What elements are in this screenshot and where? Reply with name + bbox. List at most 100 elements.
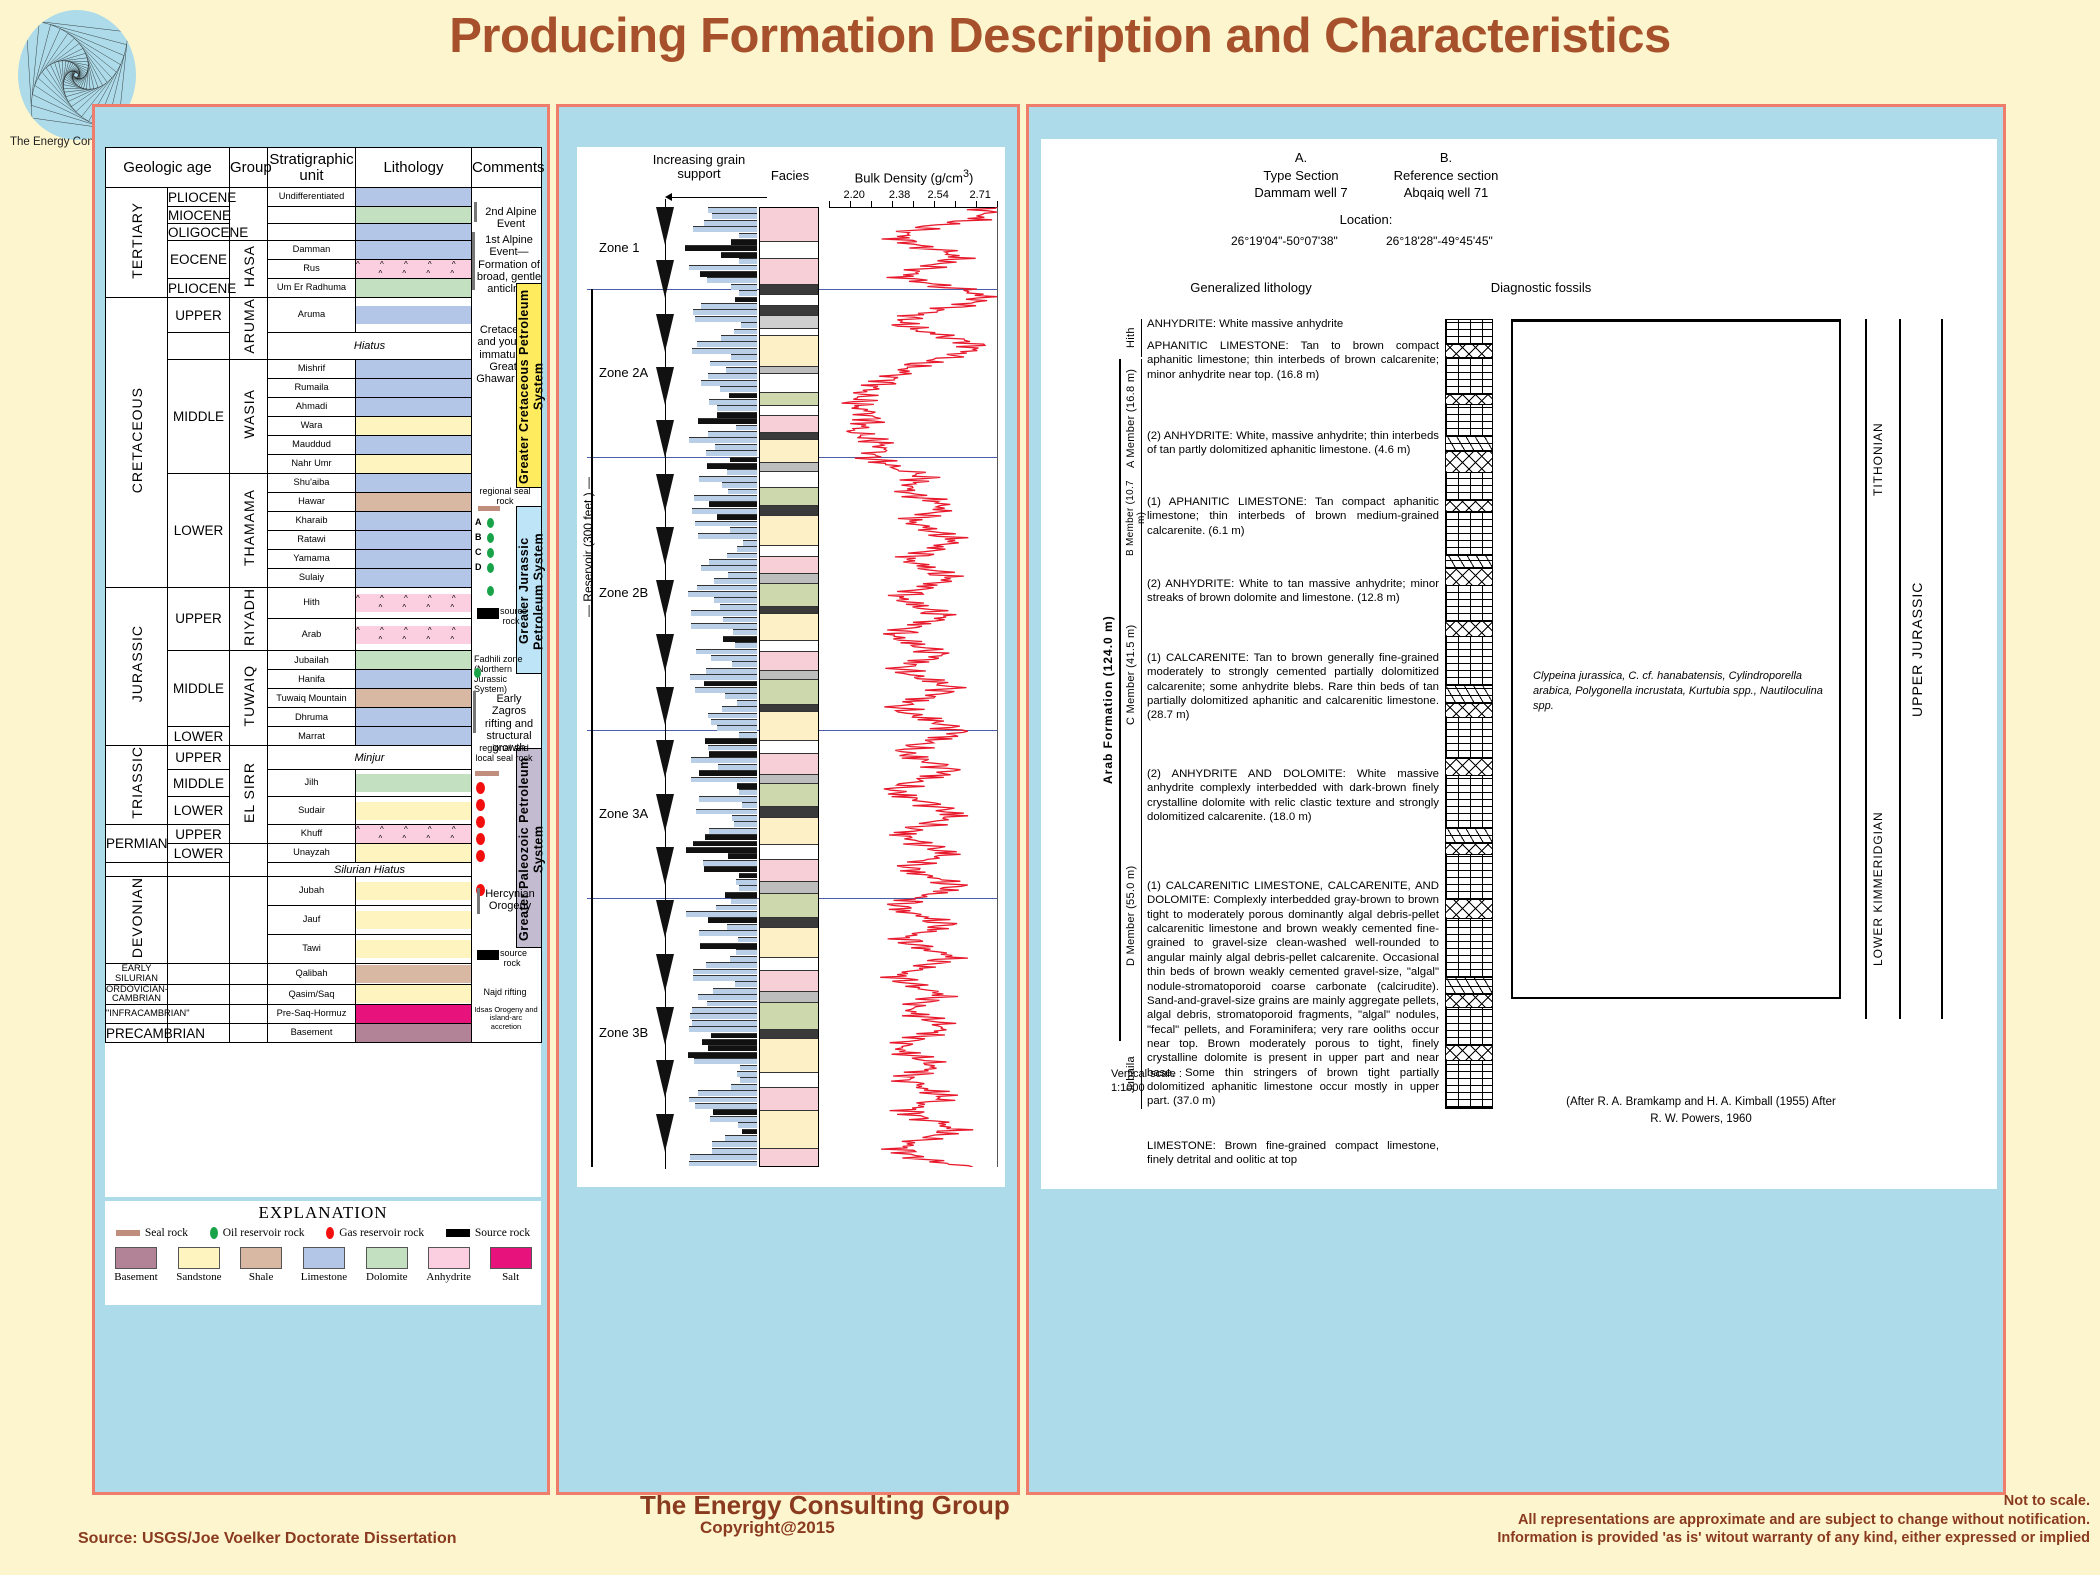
lithology-stick — [706, 450, 757, 456]
facies-band — [760, 651, 818, 671]
facies-band — [760, 991, 818, 1004]
lithology-stick — [740, 1064, 757, 1071]
lithology-pattern-band — [1446, 919, 1492, 978]
stratigraphic-unit-cell: Pre-Saq-Hormuz — [267, 1004, 356, 1025]
lithology-stick — [739, 872, 757, 879]
facies-band — [760, 859, 818, 883]
grain-support-triangle — [656, 1060, 674, 1099]
facies-band — [760, 285, 818, 295]
system-label-cretaceous: Greater Cretaceous Petroleum System — [517, 289, 546, 484]
lithology-stick — [697, 341, 757, 348]
lithology-cell — [355, 567, 472, 588]
comment-1st-alpine: 1st Alpine Event— Formation of broad, ge… — [476, 234, 542, 296]
vertical-scale-label: Vertical scale : — [1111, 1068, 1182, 1080]
lithology-stick — [729, 456, 757, 463]
lithology-stick — [722, 706, 757, 712]
member-bracket — [1141, 1041, 1142, 1109]
table-row: Rus^ ^ ^ ^ ^ ^ ^ ^ ^ ^ ^ — [106, 259, 542, 279]
facies-band — [760, 882, 818, 894]
geologic-age-cell: UPPER — [167, 296, 230, 334]
member-label-hith: Hith — [1125, 327, 1137, 349]
geologic-era-cell: "INFRACAMBRIAN" — [105, 1004, 190, 1025]
comment-regional-seal: regional seal rock — [479, 486, 531, 506]
grain-support-triangle — [656, 580, 674, 619]
facies-band — [760, 1029, 818, 1040]
stratigraphic-unit-cell: Sudair — [267, 796, 356, 825]
geologic-age-cell: MIDDLE — [167, 650, 230, 728]
lithology-stick — [726, 923, 757, 930]
lithology-cell — [355, 843, 472, 863]
group-cell: HASA — [229, 240, 268, 298]
rock-swatch — [365, 1247, 408, 1269]
stratigraphic-unit-cell: Ahmadi — [267, 396, 356, 417]
zone-label-2: Zone 2B — [599, 585, 649, 601]
member-bracket — [1141, 477, 1142, 559]
rock-swatch — [302, 1247, 345, 1269]
lithology-pattern-band — [1446, 320, 1492, 345]
facies-band — [760, 784, 818, 807]
explanation-rock-types: Basement Sandstone Shale Limestone Dolomite A… — [105, 1247, 541, 1283]
geologic-era-cell: PRECAMBRIAN — [105, 1023, 206, 1044]
zone-label-4: Zone 3B — [599, 1024, 649, 1040]
lithology-stick — [707, 1045, 757, 1052]
table-row: Hawar — [106, 491, 542, 512]
lithology-stick — [711, 1032, 757, 1039]
table-row: EARLY SILURIAN Qalibah — [105, 963, 542, 985]
lithology-stick — [731, 283, 757, 290]
rock-label: Dolomite — [366, 1271, 408, 1283]
lithology-stick — [732, 815, 757, 821]
lithology-stick — [721, 482, 757, 488]
lithology-stick — [725, 367, 757, 373]
facies-band — [760, 557, 818, 575]
lithology-pattern-band — [1446, 900, 1492, 920]
lithology-stick — [688, 591, 757, 597]
geologic-era-cell: DEVONIAN — [105, 875, 168, 965]
gas-dot-icon — [476, 884, 485, 896]
section-b-coords: 26°18'28"-49°45'45" — [1386, 234, 1493, 248]
disclaimer-line-1: Not to scale. — [2003, 1493, 2090, 1509]
facies-band — [760, 366, 818, 375]
lithology-stick — [742, 1128, 757, 1135]
lithology-stick — [716, 725, 757, 732]
lithology-stick — [695, 648, 757, 655]
oil-dot-icon — [487, 586, 494, 596]
section-a-well: Dammam well 7 — [1254, 185, 1348, 201]
lithology-stick — [729, 392, 757, 399]
lithology-stick — [717, 763, 757, 770]
facies-band — [760, 242, 818, 260]
facies-band — [760, 927, 818, 958]
lithology-stick — [693, 968, 757, 975]
table-row: OLIGOCENE — [106, 223, 542, 241]
spiral-logo-icon — [18, 10, 136, 140]
table-row: "INFRACAMBRIAN" Pre-Saq-Hormuz — [105, 1004, 542, 1025]
member-bracket — [1141, 319, 1142, 357]
description-2: (2) ANHYDRITE: White, massive anhydrite;… — [1147, 430, 1439, 457]
lithology-stick — [707, 744, 757, 751]
table-row: LOWER Unayzah — [106, 843, 542, 877]
gas-dot-icon — [476, 816, 485, 828]
lithology-stick — [687, 1051, 757, 1058]
lithology-stick — [738, 258, 757, 264]
lithology-stick — [719, 386, 757, 392]
density-tick-mark — [976, 201, 977, 207]
lithology-stick — [737, 1122, 757, 1128]
table-row: Dhruma — [106, 707, 542, 728]
grain-support-triangle — [656, 1113, 674, 1152]
fossil-names: Clypeina jurassica, C. cf. hanabatensis,… — [1533, 670, 1823, 712]
diagnostic-fossils-header: Diagnostic fossils — [1490, 280, 1592, 295]
lithology-stick — [690, 623, 757, 629]
facies-band — [760, 818, 818, 845]
grain-support-triangle — [656, 633, 674, 672]
lithology-stick — [708, 501, 757, 508]
lithology-stick — [730, 1083, 757, 1090]
lithology-pattern-band — [1446, 555, 1492, 569]
lithology-stick — [702, 859, 757, 866]
bulk-density-header: Bulk Density (g/cm3) — [854, 168, 974, 186]
group-cell — [229, 875, 268, 965]
lithology-stick — [711, 213, 757, 220]
lithology-stick — [738, 232, 757, 239]
grain-support-triangle — [656, 527, 674, 565]
lithology-stick — [688, 437, 757, 444]
table-row: PLIOCENE Um Er Radhuma — [106, 278, 542, 298]
geologic-age-cell: OLIGOCENE — [167, 223, 249, 241]
